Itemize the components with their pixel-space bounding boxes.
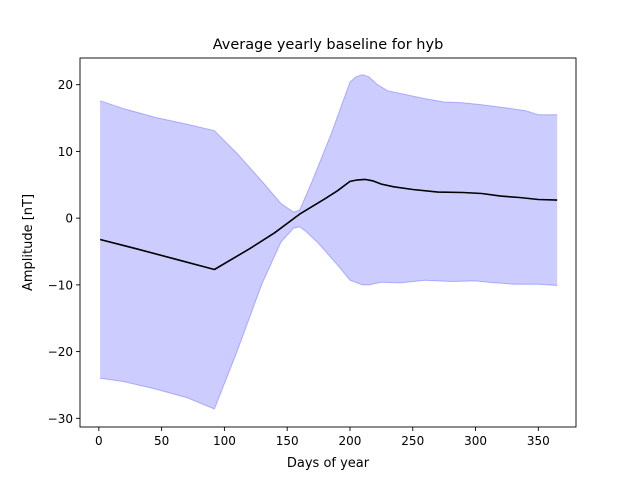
mean-baseline-line bbox=[99, 178, 558, 271]
x-tick-label: 100 bbox=[213, 434, 236, 448]
x-axis-ticks: 0 50 100 150 200 250 300 350 bbox=[95, 427, 550, 448]
x-tick-label: 150 bbox=[276, 434, 299, 448]
x-tick-label: 200 bbox=[339, 434, 362, 448]
x-tick-label: 350 bbox=[527, 434, 550, 448]
y-axis-ticks: −30 −20 −10 0 10 20 bbox=[48, 78, 80, 426]
y-tick-label: 10 bbox=[58, 145, 73, 159]
lower-bound-line bbox=[100, 226, 558, 410]
y-tick-label: −10 bbox=[48, 278, 73, 292]
confidence-band-area bbox=[100, 74, 558, 409]
y-tick-label: 20 bbox=[58, 78, 73, 92]
y-tick-label: −20 bbox=[48, 345, 73, 359]
line-layer bbox=[99, 178, 558, 271]
upper-bound-line bbox=[99, 74, 558, 213]
x-tick-label: 0 bbox=[95, 434, 103, 448]
chart-title: Average yearly baseline for hyb bbox=[213, 37, 444, 53]
y-axis-label: Amplitude [nT] bbox=[21, 194, 36, 291]
x-tick-label: 50 bbox=[154, 434, 169, 448]
x-tick-label: 250 bbox=[401, 434, 424, 448]
y-tick-label: 0 bbox=[65, 212, 73, 226]
x-tick-label: 300 bbox=[464, 434, 487, 448]
band-layer bbox=[99, 74, 558, 410]
plot-frame bbox=[79, 57, 577, 428]
y-tick-label: −30 bbox=[48, 412, 73, 426]
x-axis-label: Days of year bbox=[287, 456, 370, 471]
